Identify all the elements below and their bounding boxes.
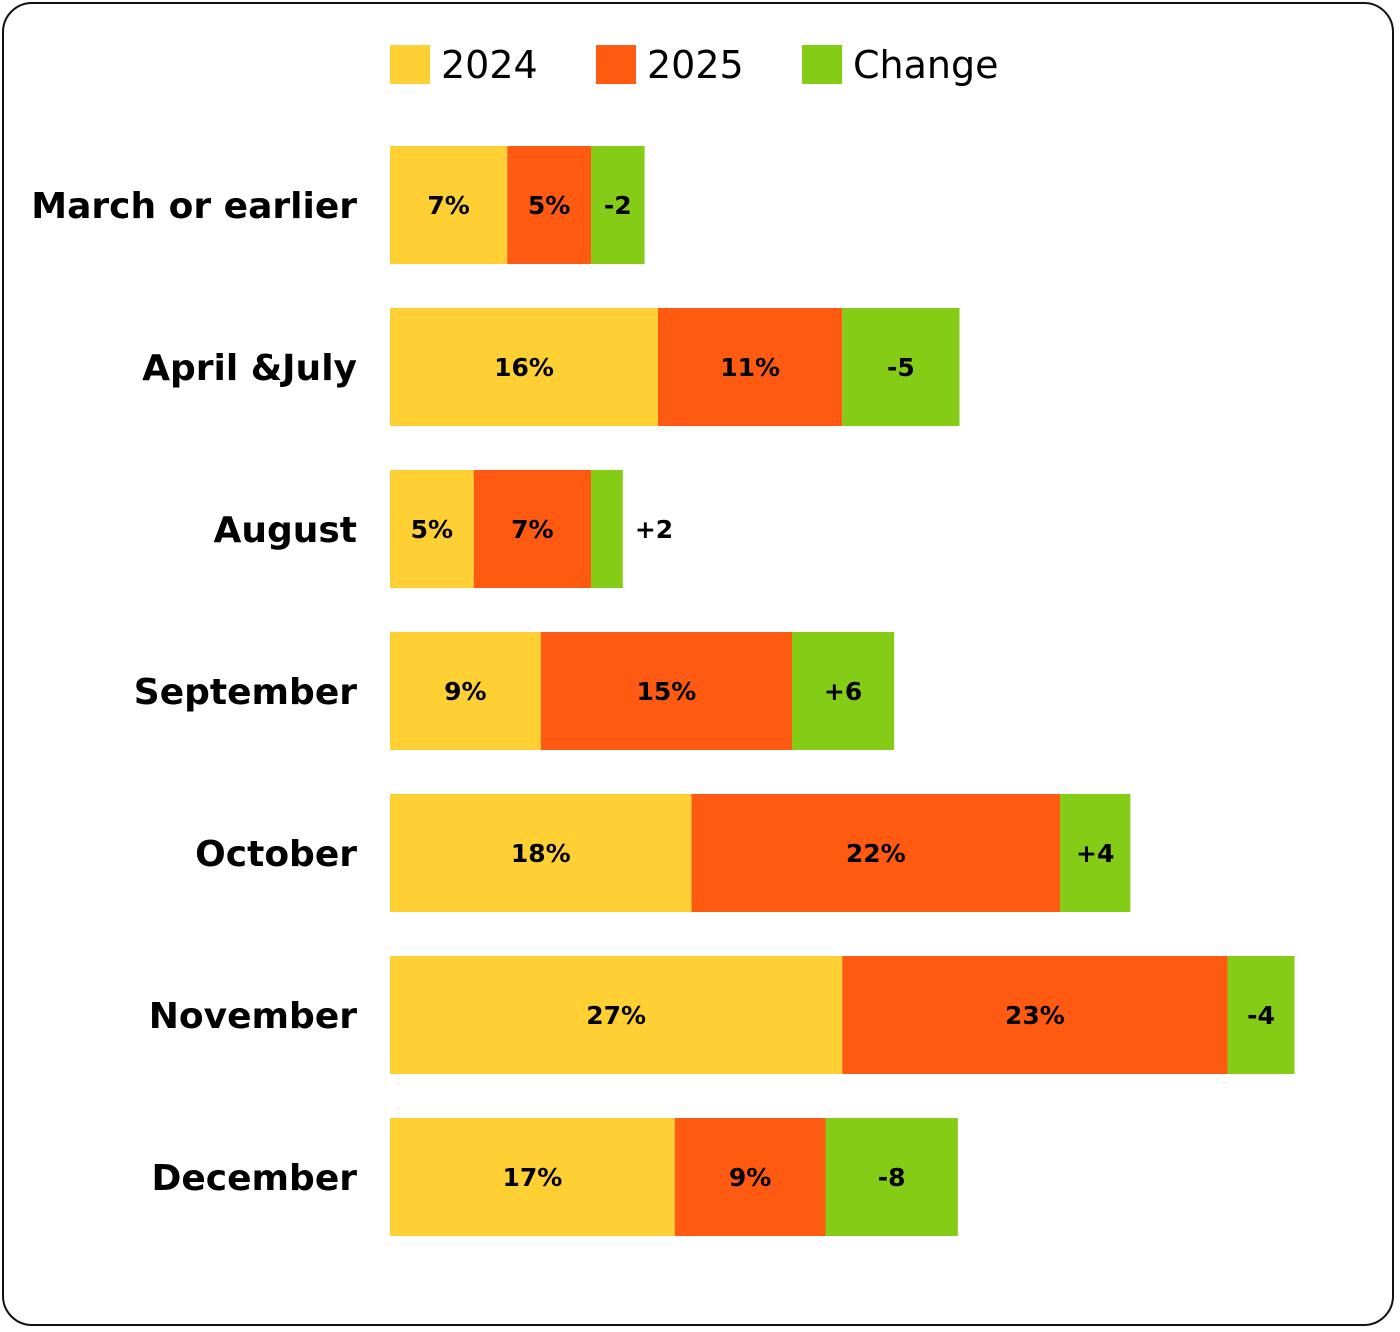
- category-label-december: December: [151, 1158, 357, 1199]
- data-label-2025-october: 22%: [846, 839, 906, 868]
- bar-2024-october: [390, 794, 692, 912]
- bar-change-march-or-earlier: [591, 146, 645, 264]
- bar-2025-september: [540, 632, 792, 750]
- data-label-2024-august: 5%: [411, 515, 453, 544]
- bars: 7% 5% -2 16% 11% -5 5% 7% +2 9% 15% +6 18% 22% +4 27% 23…: [390, 146, 1295, 1236]
- bar-2024-august: [390, 470, 474, 588]
- data-label-2024-october: 18%: [511, 839, 571, 868]
- legend: 2024 2025 Change: [390, 43, 999, 87]
- data-label-change-december: -8: [878, 1163, 906, 1192]
- legend-swatch-2024: [390, 45, 430, 84]
- bar-change-december: [825, 1118, 958, 1236]
- bar-2025-march-or-earlier: [507, 146, 591, 264]
- data-label-2025-november: 23%: [1005, 1001, 1065, 1030]
- bar-2025-april-july: [658, 308, 843, 426]
- category-label-november: November: [149, 996, 357, 1037]
- bar-change-september: [792, 632, 895, 750]
- bar-2025-august: [473, 470, 591, 588]
- data-label-2025-august: 7%: [511, 515, 553, 544]
- data-label-2024-march-or-earlier: 7%: [427, 191, 469, 220]
- data-label-2025-december: 9%: [729, 1163, 771, 1192]
- bar-2025-december: [674, 1118, 826, 1236]
- legend-swatch-2025: [596, 45, 636, 84]
- data-label-2025-march-or-earlier: 5%: [528, 191, 570, 220]
- bar-2024-december: [390, 1118, 675, 1236]
- bar-change-october: [1060, 794, 1131, 912]
- category-label-april-july: April &July: [142, 348, 357, 389]
- data-label-2024-december: 17%: [502, 1163, 562, 1192]
- bar-2024-november: [390, 956, 843, 1074]
- data-label-2025-april-july: 11%: [720, 353, 780, 382]
- data-label-change-september: +6: [824, 677, 862, 706]
- category-label-march-or-earlier: March or earlier: [31, 186, 357, 227]
- data-label-2024-april-july: 16%: [494, 353, 554, 382]
- data-label-change-october: +4: [1076, 839, 1114, 868]
- bar-2024-april-july: [390, 308, 658, 426]
- data-label-change-april-july: -5: [887, 353, 915, 382]
- legend-swatch-change: [802, 45, 842, 84]
- data-label-change-march-or-earlier: -2: [604, 191, 632, 220]
- bar-change-april-july: [842, 308, 960, 426]
- bar-2025-november: [842, 956, 1228, 1074]
- bar-2024-september: [390, 632, 541, 750]
- category-label-october: October: [195, 834, 357, 875]
- data-label-2024-september: 9%: [444, 677, 486, 706]
- data-label-change-august: +2: [635, 515, 673, 544]
- category-labels: March or earlier April &July August Septemb…: [31, 186, 357, 1199]
- bar-change-august: [591, 470, 623, 588]
- legend-label-change: Change: [853, 43, 999, 87]
- data-label-change-november: -4: [1247, 1001, 1275, 1030]
- data-label-2025-september: 15%: [636, 677, 696, 706]
- data-label-2024-november: 27%: [586, 1001, 646, 1030]
- bar-2025-october: [691, 794, 1060, 912]
- category-label-august: August: [213, 510, 357, 551]
- legend-label-2025: 2025: [647, 43, 744, 87]
- category-label-september: September: [134, 672, 357, 713]
- legend-label-2024: 2024: [441, 43, 538, 87]
- bar-change-november: [1227, 956, 1295, 1074]
- bar-2024-march-or-earlier: [390, 146, 508, 264]
